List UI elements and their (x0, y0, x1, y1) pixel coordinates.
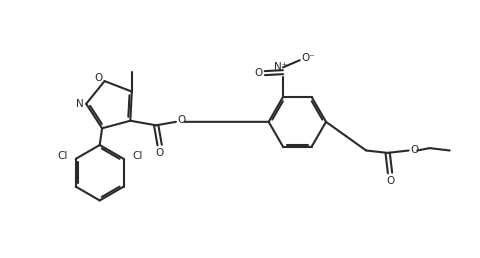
Text: N⁺: N⁺ (274, 62, 287, 72)
Text: N: N (76, 99, 84, 109)
Text: O: O (94, 73, 103, 83)
Text: Cl: Cl (57, 151, 68, 162)
Text: O: O (254, 68, 262, 78)
Text: O: O (410, 144, 419, 155)
Text: O: O (386, 176, 394, 186)
Text: Cl: Cl (132, 151, 142, 162)
Text: O: O (156, 148, 164, 158)
Text: O: O (178, 115, 186, 125)
Text: O⁻: O⁻ (301, 53, 315, 63)
